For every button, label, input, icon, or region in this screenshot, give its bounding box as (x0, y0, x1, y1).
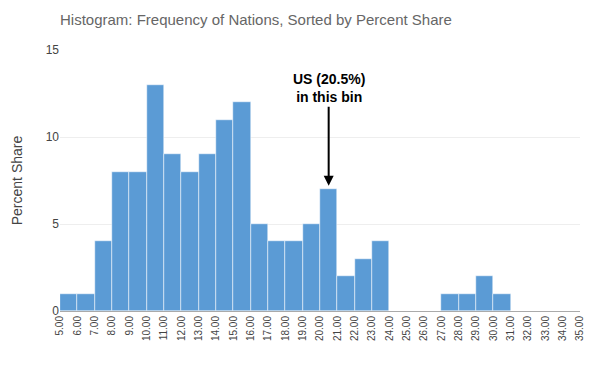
svg-text:22.00: 22.00 (349, 316, 360, 341)
svg-text:21.00: 21.00 (332, 316, 343, 341)
svg-text:9.00: 9.00 (124, 316, 135, 336)
svg-text:0: 0 (52, 304, 59, 318)
svg-text:16.00: 16.00 (245, 316, 256, 341)
svg-text:26.00: 26.00 (418, 316, 429, 341)
svg-text:33.00: 33.00 (540, 316, 551, 341)
svg-text:5.00: 5.00 (54, 316, 65, 336)
svg-text:29.00: 29.00 (470, 316, 481, 341)
svg-text:17.00: 17.00 (262, 316, 273, 341)
svg-text:30.00: 30.00 (488, 316, 499, 341)
svg-text:10: 10 (46, 130, 60, 144)
svg-text:19.00: 19.00 (297, 316, 308, 341)
svg-text:Histogram: Frequency of Nation: Histogram: Frequency of Nations, Sorted … (60, 11, 452, 28)
svg-text:15: 15 (46, 43, 60, 57)
svg-text:35.00: 35.00 (574, 316, 585, 341)
svg-text:24.00: 24.00 (384, 316, 395, 341)
svg-text:10.00: 10.00 (141, 316, 152, 341)
svg-text:6.00: 6.00 (72, 316, 83, 336)
svg-text:8.00: 8.00 (106, 316, 117, 336)
svg-text:18.00: 18.00 (280, 316, 291, 341)
svg-text:20.00: 20.00 (314, 316, 325, 341)
svg-text:31.00: 31.00 (505, 316, 516, 341)
svg-text:25.00: 25.00 (401, 316, 412, 341)
svg-text:7.00: 7.00 (89, 316, 100, 336)
svg-text:US (20.5%)in this bin: US (20.5%)in this bin (293, 71, 365, 105)
svg-text:32.00: 32.00 (522, 316, 533, 341)
svg-text:12.00: 12.00 (176, 316, 187, 341)
svg-text:28.00: 28.00 (453, 316, 464, 341)
svg-text:5: 5 (52, 217, 59, 231)
svg-text:27.00: 27.00 (436, 316, 447, 341)
svg-text:23.00: 23.00 (366, 316, 377, 341)
svg-text:13.00: 13.00 (193, 316, 204, 341)
svg-text:15.00: 15.00 (228, 316, 239, 341)
svg-text:Percent Share: Percent Share (9, 136, 25, 226)
svg-text:14.00: 14.00 (210, 316, 221, 341)
svg-text:11.00: 11.00 (158, 316, 169, 341)
svg-text:34.00: 34.00 (557, 316, 568, 341)
